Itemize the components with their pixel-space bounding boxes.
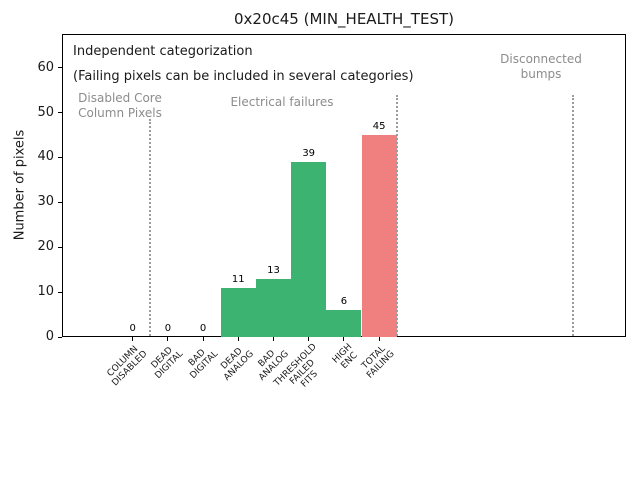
y-tick-mark	[58, 67, 62, 69]
bar-total-failing	[361, 135, 397, 337]
plot-area	[62, 34, 626, 337]
x-tick-label: BAD DIGITAL	[186, 347, 221, 382]
y-tick-mark	[58, 112, 62, 114]
bar-value-label: 39	[302, 147, 316, 159]
y-axis-label: Number of pixels	[12, 129, 28, 241]
x-tick-mark	[167, 337, 169, 341]
region-separator-line	[149, 119, 152, 336]
x-tick-mark	[308, 337, 310, 341]
y-tick-label: 10	[37, 284, 54, 300]
bar-value-label: 0	[129, 323, 136, 334]
y-tick-label: 40	[37, 149, 54, 165]
region-separator-line	[571, 95, 574, 336]
region-label-disabled-core-column-pixels: Disabled Core Column Pixels	[78, 91, 162, 120]
bar-value-label: 13	[267, 264, 280, 276]
bar-value-label: 6	[340, 296, 348, 308]
bar-bad-analog	[255, 278, 292, 337]
bar-value-label: 45	[372, 121, 386, 132]
y-tick-mark	[58, 246, 62, 248]
independent-categorization-note-line1: Independent categorization	[73, 44, 253, 59]
x-tick-label: DEAD ANALOG	[218, 346, 256, 383]
x-tick-mark	[378, 337, 380, 341]
y-tick-label: 50	[37, 104, 54, 120]
x-tick-mark	[237, 337, 239, 341]
bar-value-label: 0	[164, 323, 172, 334]
y-tick-label: 20	[37, 239, 54, 255]
y-tick-mark	[58, 336, 62, 338]
x-tick-label: TOTAL FAILING	[359, 344, 397, 381]
region-label-disconnected-bumps: Disconnected bumps	[500, 52, 582, 81]
bar-value-label: 0	[199, 323, 207, 334]
x-tick-mark	[273, 337, 274, 341]
y-tick-mark	[58, 201, 62, 203]
region-separator-line	[395, 95, 398, 336]
x-tick-mark	[343, 337, 345, 341]
y-tick-label: 60	[37, 59, 54, 75]
bar-value-label: 11	[231, 273, 245, 285]
x-tick-label: DEAD DIGITAL	[149, 345, 186, 382]
y-tick-mark	[58, 156, 62, 158]
x-tick-mark	[132, 337, 134, 341]
y-tick-label: 0	[45, 329, 54, 344]
bar-threshold-failed-fits	[291, 161, 327, 337]
chart-title: 0x20c45 (MIN_HEALTH_TEST)	[234, 10, 454, 28]
y-tick-label: 30	[37, 194, 54, 210]
x-tick-label: COLUMN DISABLED	[105, 344, 150, 389]
y-tick-mark	[58, 291, 62, 293]
region-label-electrical-failures: Electrical failures	[230, 95, 334, 109]
x-tick-label: HIGH ENC	[330, 342, 360, 371]
bar-high-enc	[326, 310, 362, 337]
x-tick-mark	[202, 337, 204, 341]
bar-dead-analog	[220, 287, 256, 337]
independent-categorization-note-line2: (Failing pixels can be included in sever…	[73, 69, 414, 84]
